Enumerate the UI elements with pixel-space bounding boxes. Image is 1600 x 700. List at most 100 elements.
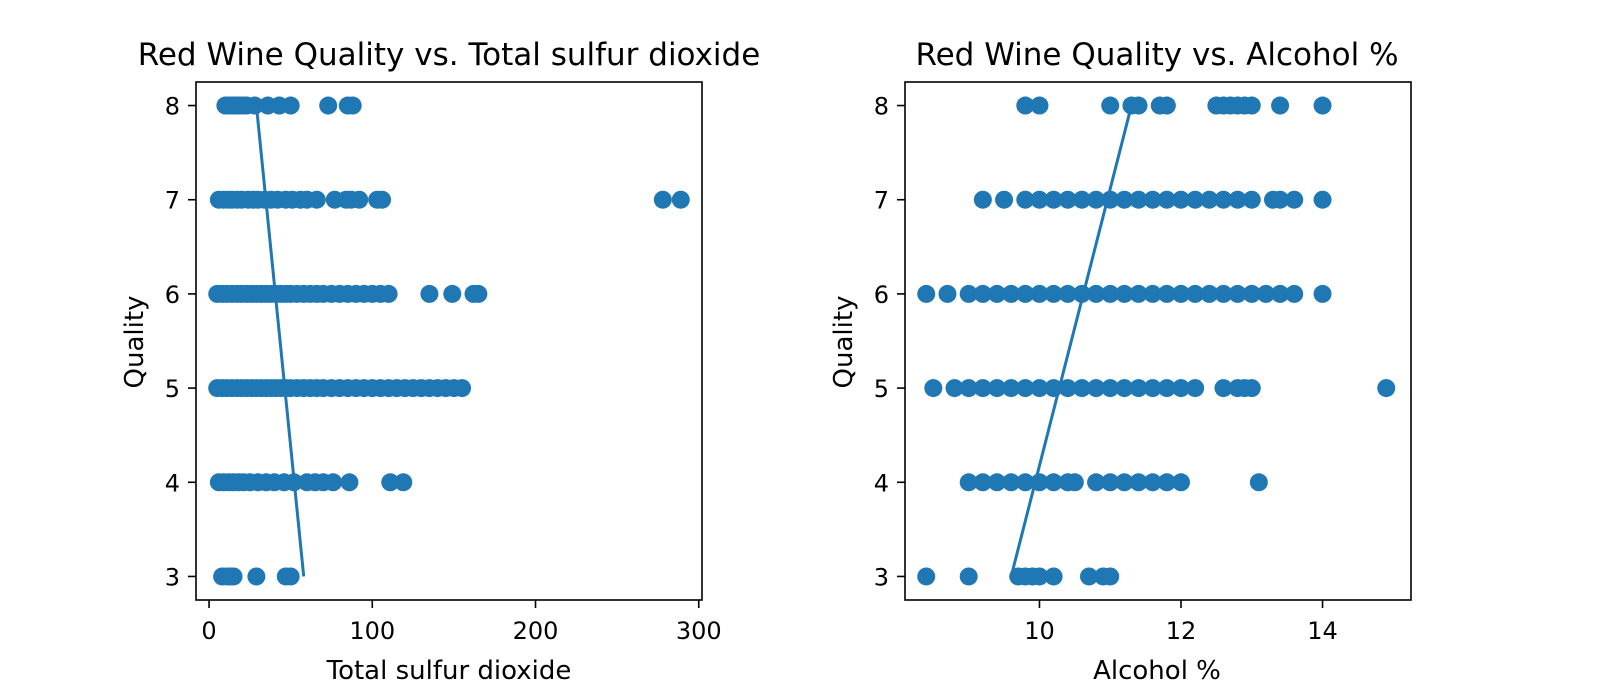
- data-point: [319, 96, 338, 115]
- y-ticks: 3 4 5 6 7 8: [165, 93, 196, 591]
- x-ticks: 10 12 14: [1024, 600, 1338, 645]
- x-ticks: 0 100 200 300: [201, 600, 722, 645]
- data-point: [350, 190, 369, 209]
- y-tick-label: 5: [874, 375, 889, 403]
- data-point: [1080, 567, 1098, 586]
- x-axis-label: Alcohol %: [1093, 656, 1221, 686]
- data-point: [1143, 379, 1162, 398]
- data-point: [1143, 284, 1162, 303]
- data-point: [1030, 96, 1049, 115]
- data-point: [1030, 567, 1049, 586]
- data-point: [1058, 284, 1077, 303]
- x-tick-label: 0: [201, 617, 216, 645]
- data-point: [1129, 284, 1148, 303]
- data-point: [1087, 190, 1106, 209]
- data-point: [373, 190, 392, 209]
- data-point: [1157, 379, 1176, 398]
- data-point: [1002, 284, 1021, 303]
- y-tick-label: 6: [165, 281, 180, 309]
- data-point: [1242, 96, 1261, 115]
- data-point: [1129, 190, 1148, 209]
- data-point: [1115, 190, 1134, 209]
- data-point: [1285, 190, 1304, 209]
- data-point: [1242, 284, 1261, 303]
- data-point: [1285, 284, 1304, 303]
- data-point: [281, 567, 300, 586]
- y-ticks: 3 4 5 6 7 8: [874, 93, 905, 591]
- data-point: [1129, 96, 1148, 115]
- y-tick-label: 4: [165, 469, 180, 497]
- data-point: [1087, 284, 1106, 303]
- scatter-points: [917, 96, 1396, 586]
- data-point: [1101, 473, 1120, 492]
- data-point: [1101, 567, 1120, 586]
- data-point: [1157, 473, 1176, 492]
- data-point: [1058, 190, 1077, 209]
- data-point: [938, 284, 957, 303]
- y-tick-label: 3: [874, 563, 889, 591]
- y-tick-label: 8: [165, 93, 180, 121]
- data-point: [247, 567, 266, 586]
- y-tick-label: 4: [874, 469, 889, 497]
- data-point: [1313, 190, 1332, 209]
- data-point: [1214, 284, 1233, 303]
- data-point: [973, 473, 992, 492]
- data-point: [959, 379, 978, 398]
- data-point: [1065, 473, 1084, 492]
- data-point: [224, 567, 243, 586]
- trend-line: [254, 105, 306, 577]
- data-point: [1115, 379, 1134, 398]
- data-point: [1016, 96, 1035, 115]
- x-tick-label: 14: [1307, 617, 1338, 645]
- data-point: [1271, 284, 1290, 303]
- scatter-points: [208, 96, 690, 586]
- y-tick-label: 8: [874, 93, 889, 121]
- data-point: [1129, 473, 1148, 492]
- data-point: [340, 473, 359, 492]
- x-axis-label: Total sulfur dioxide: [326, 656, 572, 686]
- data-point: [1002, 473, 1021, 492]
- data-point: [324, 473, 343, 492]
- data-point: [281, 96, 300, 115]
- data-point: [653, 190, 672, 209]
- data-point: [1172, 379, 1190, 398]
- data-point: [1044, 284, 1063, 303]
- data-point: [1200, 190, 1219, 209]
- data-point: [1228, 190, 1247, 209]
- data-point: [379, 284, 398, 303]
- data-point: [1377, 379, 1396, 398]
- data-point: [1157, 96, 1176, 115]
- data-point: [1044, 567, 1063, 586]
- data-point: [1030, 284, 1049, 303]
- data-point: [245, 96, 264, 115]
- data-point: [1172, 473, 1190, 492]
- data-point: [1186, 379, 1205, 398]
- data-point: [1016, 379, 1035, 398]
- chart-sulfur-dioxide: Red Wine Quality vs. Total sulfur dioxid…: [120, 37, 760, 686]
- data-point: [1172, 284, 1190, 303]
- data-point: [1214, 379, 1233, 398]
- data-point: [959, 473, 978, 492]
- data-point: [959, 284, 978, 303]
- chart-alcohol: Red Wine Quality vs. Alcohol % Quality A…: [829, 37, 1412, 686]
- data-point: [1016, 284, 1035, 303]
- data-point: [420, 284, 439, 303]
- data-point: [1249, 473, 1268, 492]
- data-point: [973, 284, 992, 303]
- data-point: [1313, 284, 1332, 303]
- plot-frame: [904, 81, 1412, 601]
- data-point: [1157, 190, 1176, 209]
- data-point: [1072, 190, 1091, 209]
- data-point: [1087, 473, 1106, 492]
- data-point: [443, 284, 462, 303]
- x-tick-label: 300: [676, 617, 722, 645]
- data-point: [1058, 379, 1077, 398]
- chart-title: Red Wine Quality vs. Total sulfur dioxid…: [138, 37, 761, 73]
- data-point: [1115, 473, 1134, 492]
- data-point: [959, 567, 978, 586]
- data-point: [1044, 473, 1063, 492]
- data-point: [1087, 379, 1106, 398]
- data-point: [1002, 379, 1021, 398]
- data-point: [973, 190, 992, 209]
